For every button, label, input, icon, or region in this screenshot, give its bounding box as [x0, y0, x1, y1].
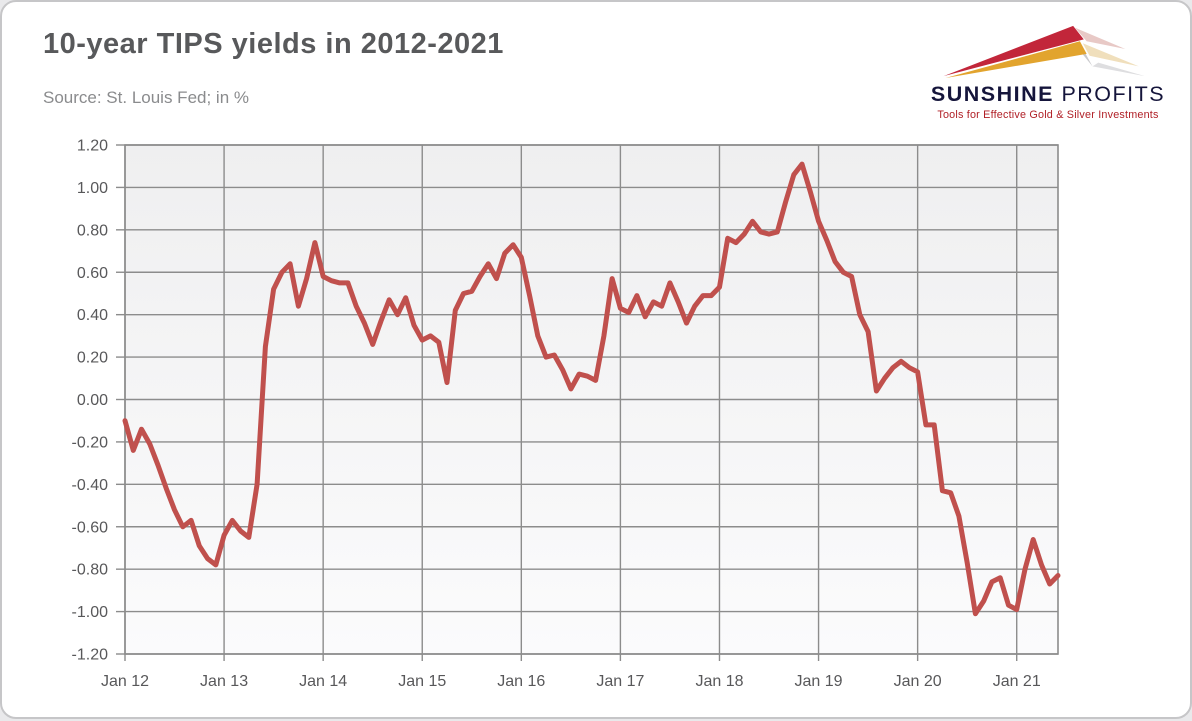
logo-name-profits: PROFITS — [1053, 82, 1166, 106]
y-axis-label: -0.20 — [72, 434, 109, 451]
y-axis-label: 0.60 — [77, 265, 108, 282]
page-title: 10-year TIPS yields in 2012-2021 — [43, 28, 504, 60]
y-axis-label: 0.00 — [77, 392, 108, 409]
y-axis-label: -0.40 — [72, 477, 109, 494]
x-axis-label: Jan 16 — [497, 673, 545, 690]
sunshine-profits-logo: SUNSHINE PROFITS Tools for Effective Gol… — [926, 20, 1170, 121]
logo-arrows-icon — [943, 25, 1145, 79]
y-axis-label: 0.80 — [77, 222, 108, 239]
chart-source-note: Source: St. Louis Fed; in % — [43, 88, 249, 107]
y-axis-label: 1.20 — [77, 138, 108, 155]
x-axis-label: Jan 15 — [398, 673, 446, 690]
y-axis-label: -1.00 — [72, 604, 109, 621]
x-axis-label: Jan 14 — [299, 673, 347, 690]
y-axis-label: -1.20 — [72, 647, 109, 664]
logo-wordmark: SUNSHINE PROFITS — [926, 82, 1170, 107]
logo-tagline: Tools for Effective Gold & Silver Invest… — [937, 109, 1159, 121]
y-axis-label: -0.60 — [72, 519, 109, 536]
y-axis-label: -0.80 — [72, 562, 109, 579]
x-axis-label: Jan 20 — [894, 673, 942, 690]
x-axis-label: Jan 12 — [101, 673, 149, 690]
yield-line — [122, 161, 1061, 617]
y-axis-label: 0.40 — [77, 307, 108, 324]
y-axis-label: 1.00 — [77, 180, 108, 197]
x-axis-label: Jan 13 — [200, 673, 248, 690]
x-axis-label: Jan 18 — [695, 673, 743, 690]
y-axis-label: 0.20 — [77, 350, 108, 367]
x-axis-label: Jan 21 — [993, 673, 1041, 690]
plot-frame — [124, 144, 1059, 655]
x-axis-label: Jan 17 — [596, 673, 644, 690]
x-axis-label: Jan 19 — [795, 673, 843, 690]
logo-name-sunshine: SUNSHINE — [930, 82, 1054, 106]
